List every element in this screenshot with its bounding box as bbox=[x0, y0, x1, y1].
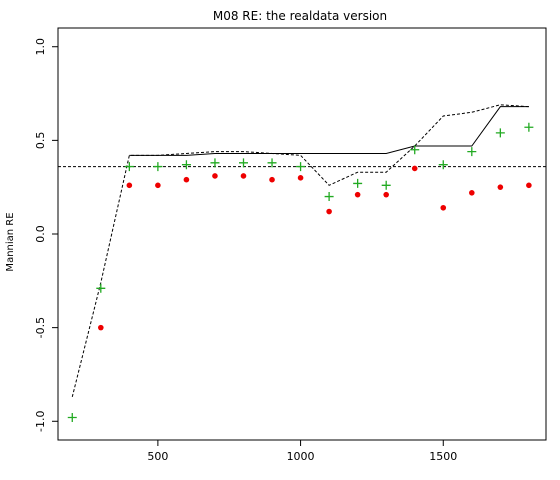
green-plus-point bbox=[381, 180, 391, 190]
red-dot-point bbox=[240, 173, 247, 179]
green-plus-point bbox=[238, 158, 248, 168]
y-tick-label: -1.0 bbox=[34, 411, 47, 432]
red-dot-point bbox=[183, 176, 190, 183]
red-dot-point bbox=[469, 190, 475, 196]
red-dot-point bbox=[98, 324, 104, 331]
plot-frame bbox=[57, 27, 547, 441]
green-plus-point bbox=[153, 162, 163, 172]
green-plus-point bbox=[324, 192, 334, 202]
red-dot-point bbox=[297, 175, 304, 181]
x-tick-label: 500 bbox=[147, 450, 168, 463]
green-plus-point bbox=[353, 178, 363, 188]
green-plus-point bbox=[96, 283, 106, 293]
red-dot-point bbox=[326, 208, 332, 215]
red-dot-point bbox=[212, 173, 218, 179]
x-tick-label: 1000 bbox=[287, 450, 315, 463]
green-plus-point bbox=[67, 413, 77, 423]
green-plus-point bbox=[296, 162, 306, 172]
red-dot-point bbox=[354, 191, 361, 198]
green-plus-point bbox=[124, 162, 134, 172]
red-dot-point bbox=[440, 204, 447, 211]
chart-title: M08 RE: the realdata version bbox=[213, 9, 387, 23]
lines-group bbox=[71, 104, 529, 398]
green-plus-point bbox=[267, 158, 277, 168]
green-plus-point bbox=[438, 160, 448, 170]
red-dot-point bbox=[126, 182, 133, 189]
y-axis-label: Mannian RE bbox=[5, 212, 16, 271]
axes-group: 500 1000 1500 1.0 0.5 0.0 -0.5 -1.0 bbox=[34, 38, 457, 463]
x-tick-label: 1500 bbox=[429, 450, 457, 463]
green-plus-point bbox=[181, 160, 191, 170]
y-tick-label: 0.0 bbox=[34, 225, 47, 243]
y-tick-label: 0.5 bbox=[34, 132, 47, 150]
green-plus-point bbox=[495, 128, 505, 138]
red-dot-point bbox=[155, 182, 161, 189]
green-plus-point bbox=[467, 147, 477, 157]
red-dot-point bbox=[411, 165, 418, 172]
y-tick-label: -0.5 bbox=[34, 317, 47, 338]
y-tick-label: 1.0 bbox=[34, 38, 47, 56]
green-plus-point bbox=[410, 145, 420, 155]
green-plus-point bbox=[524, 122, 534, 132]
red-dot-point bbox=[497, 184, 504, 190]
green-plus-point bbox=[210, 158, 220, 168]
points-group bbox=[67, 122, 534, 423]
red-dot-point bbox=[269, 176, 275, 183]
red-dot-point bbox=[383, 191, 389, 198]
dashed-series-line bbox=[71, 104, 529, 398]
solid-series-line bbox=[129, 106, 529, 156]
red-dot-point bbox=[526, 182, 532, 189]
